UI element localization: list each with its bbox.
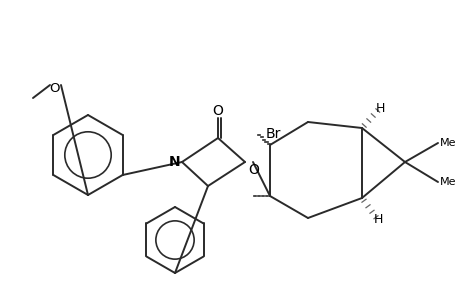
Text: O: O [248, 163, 259, 177]
Text: H: H [375, 101, 384, 115]
Text: H: H [373, 214, 382, 226]
Text: O: O [50, 82, 60, 94]
Text: Br: Br [265, 127, 281, 141]
Text: Me: Me [439, 177, 455, 187]
Text: N: N [169, 155, 180, 169]
Text: O: O [212, 104, 223, 118]
Text: Me: Me [439, 138, 455, 148]
